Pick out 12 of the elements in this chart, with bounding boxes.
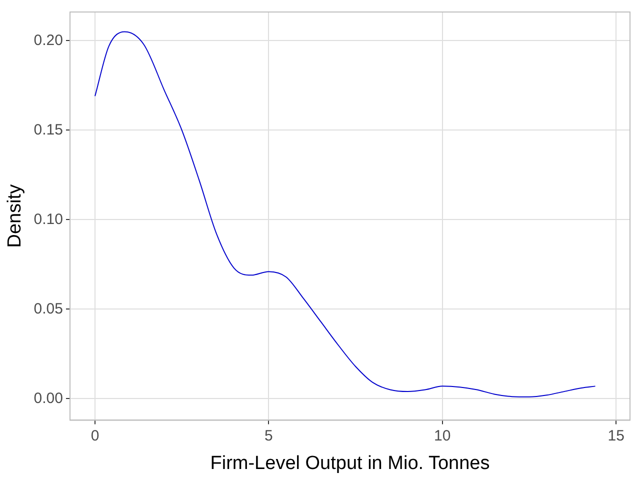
x-tick-label: 5 [264,427,273,444]
y-tick-label: 0.10 [34,210,63,228]
x-tick-label: 10 [434,427,451,444]
y-tick-label: 0.05 [34,300,63,318]
y-axis-title: Density [4,184,26,248]
y-tick-label: 0.20 [34,32,63,49]
y-tick-label: 0.00 [34,390,63,407]
y-tick-label: 0.15 [34,121,63,138]
line-series [94,31,596,398]
x-tick-label: 15 [608,427,624,444]
x-tick-label: 0 [90,427,100,444]
x-axis-title: Firm-Level Output in Mio. Tonnes [210,452,490,474]
